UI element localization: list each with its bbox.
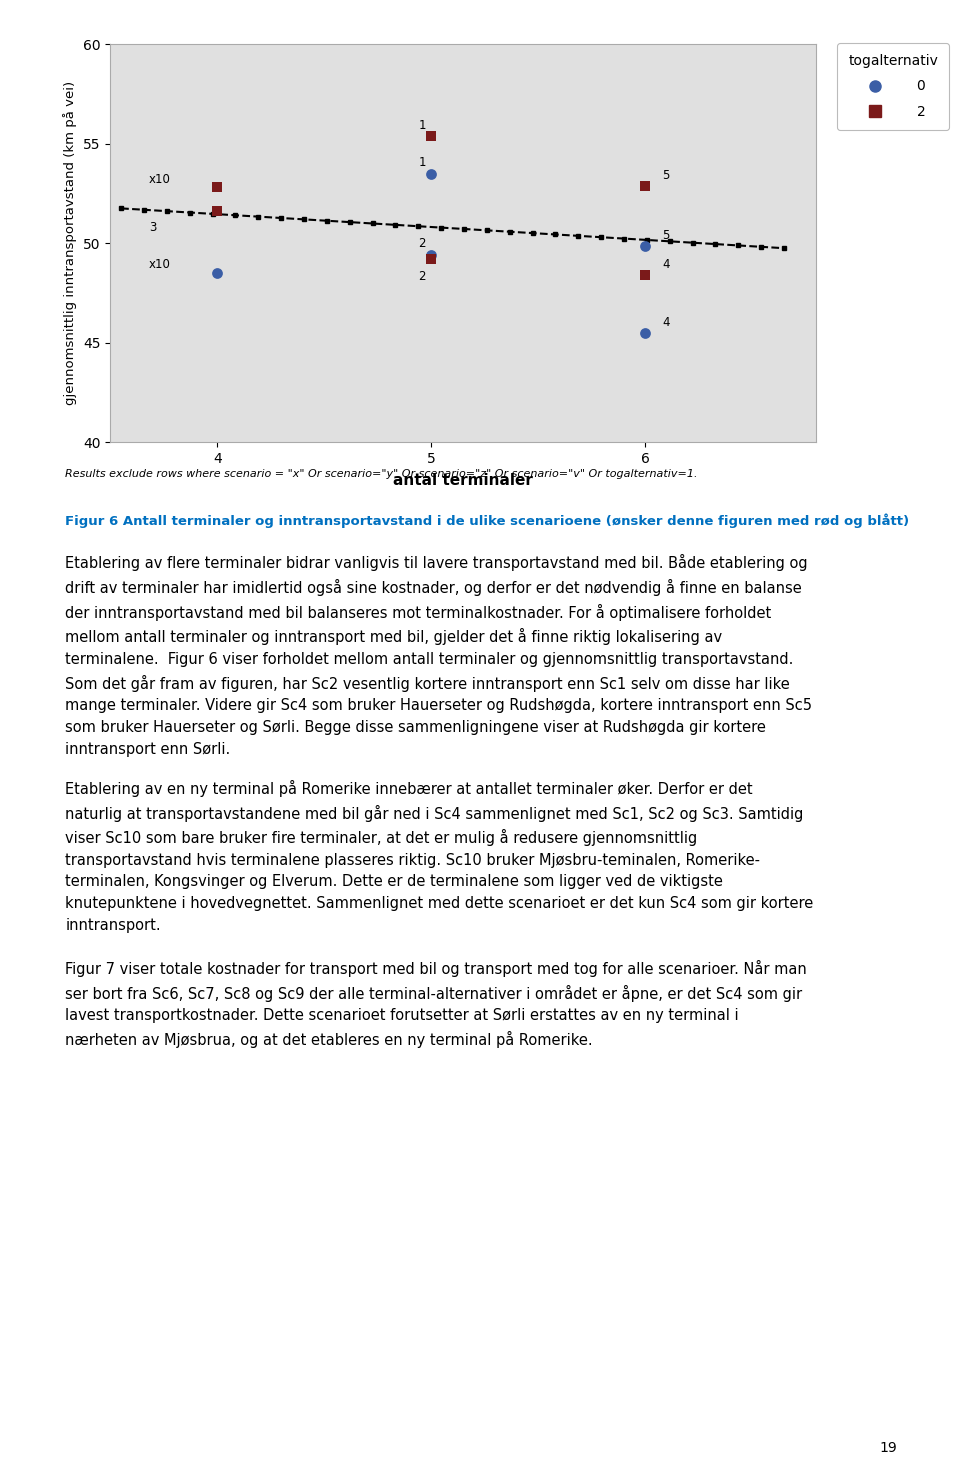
Text: 4: 4 bbox=[662, 315, 669, 329]
Text: x10: x10 bbox=[149, 172, 171, 186]
Point bbox=[637, 321, 653, 345]
Text: 4: 4 bbox=[662, 258, 669, 271]
Text: 19: 19 bbox=[880, 1442, 898, 1455]
Y-axis label: gjennomsnittlig inntransportavstand (km på vei): gjennomsnittlig inntransportavstand (km … bbox=[63, 81, 78, 405]
Text: 3: 3 bbox=[149, 221, 156, 234]
Text: 2: 2 bbox=[419, 237, 426, 251]
Point bbox=[637, 174, 653, 198]
Text: 5: 5 bbox=[662, 168, 669, 181]
Point bbox=[423, 124, 439, 147]
Point bbox=[209, 199, 225, 223]
Point bbox=[637, 234, 653, 258]
Point bbox=[637, 264, 653, 287]
Text: 2: 2 bbox=[419, 270, 426, 283]
Text: Figur 7 viser totale kostnader for transport med bil og transport med tog for al: Figur 7 viser totale kostnader for trans… bbox=[65, 960, 807, 1048]
Text: x10: x10 bbox=[149, 258, 171, 271]
Text: 1: 1 bbox=[419, 119, 426, 131]
Text: 5: 5 bbox=[662, 230, 669, 242]
Point bbox=[423, 248, 439, 271]
Point bbox=[209, 261, 225, 284]
Legend: 0, 2: 0, 2 bbox=[837, 43, 949, 130]
Point bbox=[423, 162, 439, 186]
Text: Figur 6 Antall terminaler og inntransportavstand i de ulike scenarioene (ønsker : Figur 6 Antall terminaler og inntranspor… bbox=[65, 513, 909, 528]
Text: Etablering av en ny terminal på Romerike innebærer at antallet terminaler øker. : Etablering av en ny terminal på Romerike… bbox=[65, 780, 813, 933]
Text: Results exclude rows where scenario = "x" Or scenario="y" Or scenario="z" Or sce: Results exclude rows where scenario = "x… bbox=[65, 469, 698, 479]
Point bbox=[423, 243, 439, 267]
Text: Etablering av flere terminaler bidrar vanligvis til lavere transportavstand med : Etablering av flere terminaler bidrar va… bbox=[65, 554, 812, 756]
Text: 1: 1 bbox=[419, 156, 426, 168]
Point bbox=[209, 175, 225, 199]
X-axis label: antal terminaler: antal terminaler bbox=[394, 473, 533, 488]
